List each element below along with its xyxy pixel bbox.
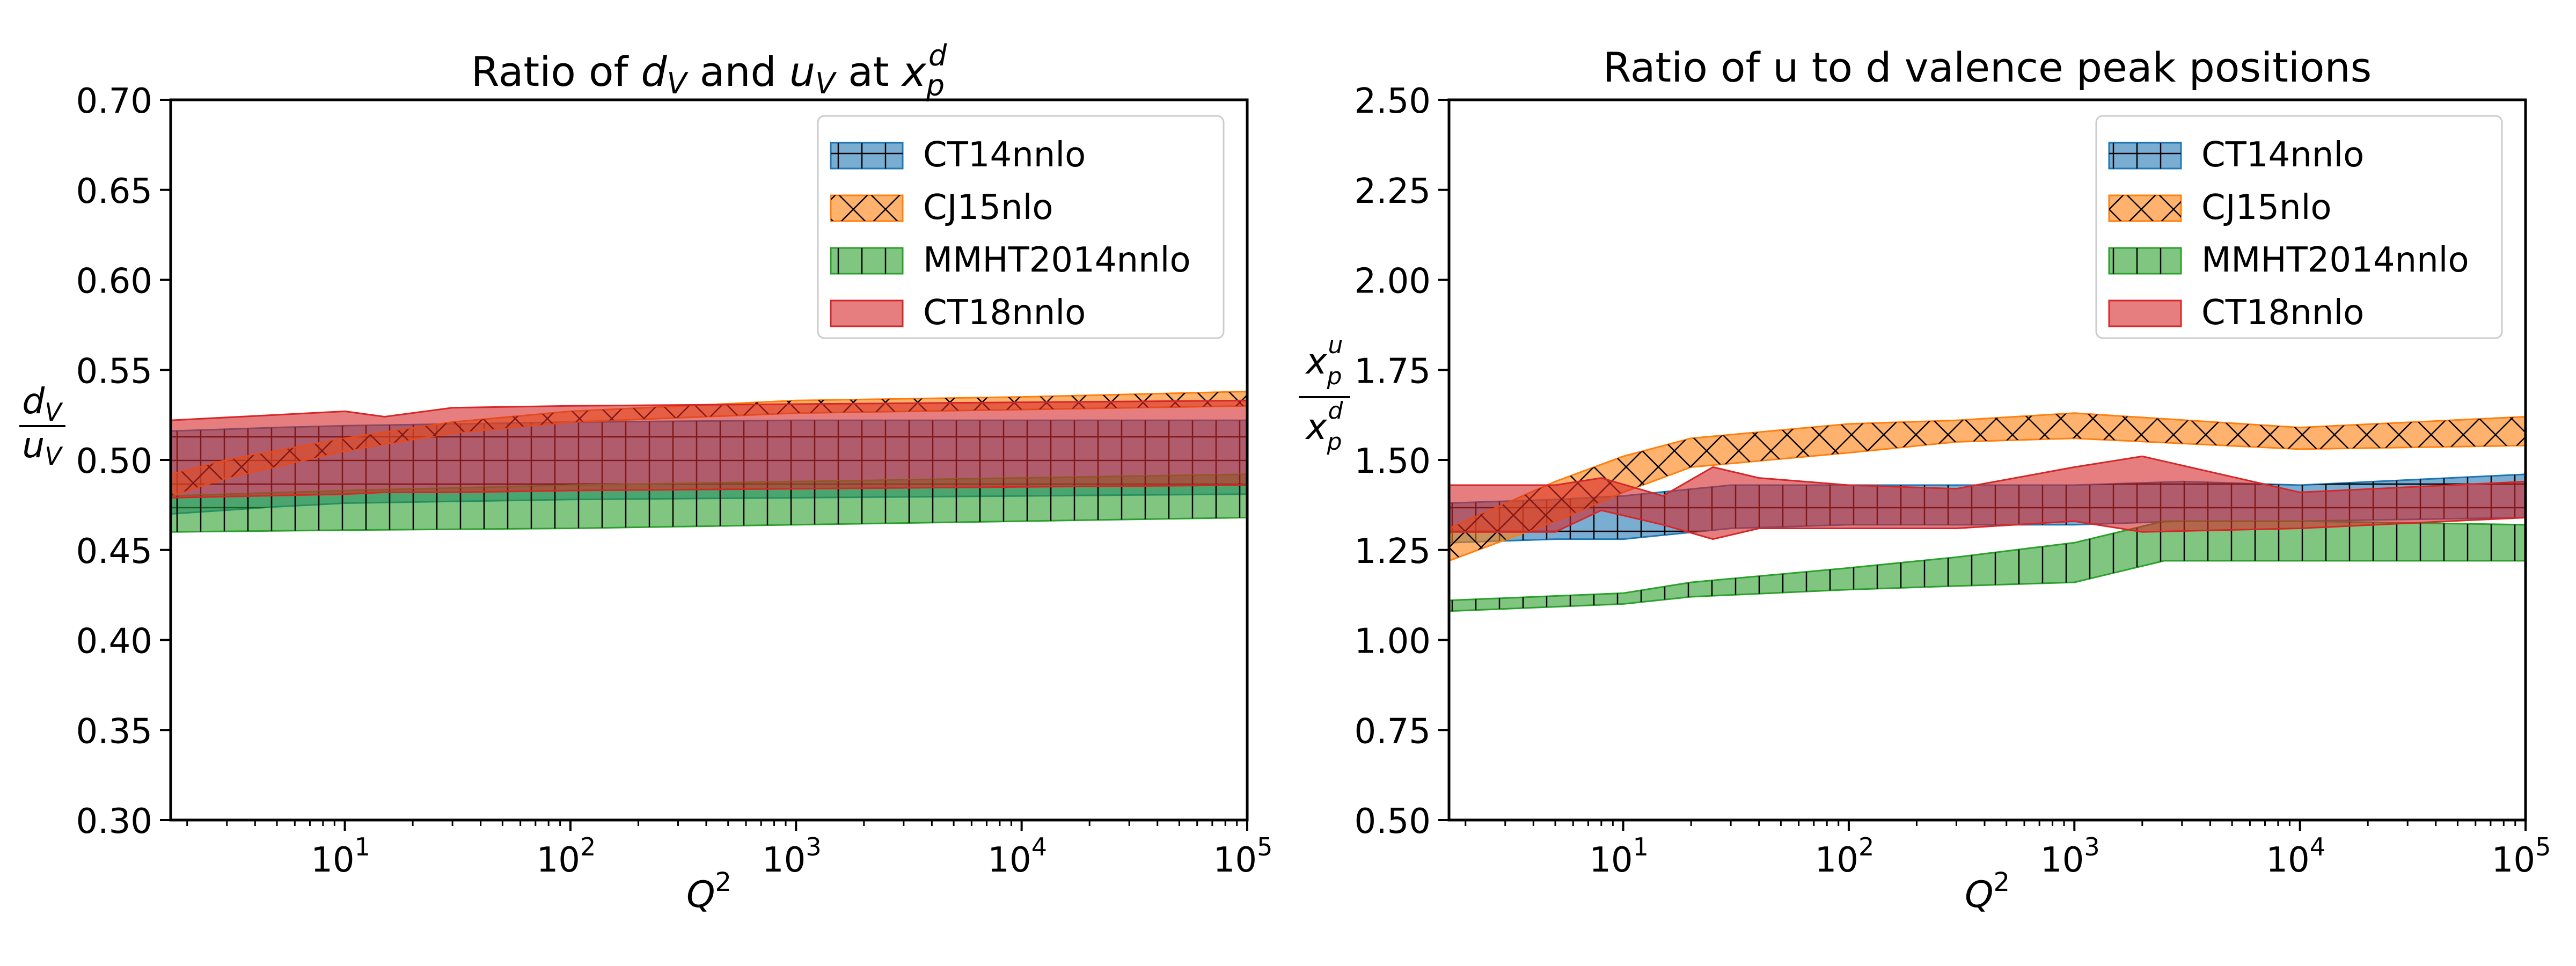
left-y-tick-label: 0.35: [76, 712, 153, 751]
left-y-tick-label: 0.50: [76, 442, 153, 481]
right-y-tick-label: 1.75: [1355, 352, 1431, 391]
right-x-tick-label: 104: [2266, 832, 2325, 880]
right-y-axis-label: xpu xpd: [1299, 332, 1350, 456]
right-legend-swatch-ct18nnlo: [2108, 299, 2182, 327]
left-legend-swatch-ct18nnlo: [830, 299, 904, 327]
left-y-tick-label: 0.60: [76, 262, 153, 302]
left-y-tick-label: 0.30: [76, 802, 153, 841]
right-band-hatch-cj15nlo: [1449, 413, 2526, 561]
right-band-hatch-mmht2014nnlo: [1449, 521, 2526, 611]
right-y-tick-label: 1.25: [1355, 532, 1431, 572]
left-legend: CT14nnlo CJ15nlo MMHT2014nnlo CT18nnlo: [817, 115, 1225, 339]
right-legend-hatch-cj15nlo: [2109, 195, 2181, 221]
right-legend: CT14nnlo CJ15nlo MMHT2014nnlo CT18nnlo: [2095, 115, 2503, 339]
left-y-axis-label: dV uV: [19, 380, 65, 471]
right-x-axis-label: Q2: [1965, 867, 2010, 916]
left-y-tick-label: 0.70: [76, 82, 153, 121]
left-x-tick-label: 104: [987, 832, 1047, 880]
left-x-tick-label: 105: [1213, 832, 1273, 880]
right-x-tick-label: 101: [1589, 832, 1649, 880]
left-x-tick-label: 102: [537, 832, 596, 880]
left-x-tick-label: 103: [762, 832, 822, 880]
left-legend-label-ct18nnlo: CT18nnlo: [923, 293, 1086, 333]
left-legend-hatch-cj15nlo: [831, 195, 903, 221]
left-y-tick-label: 0.45: [76, 532, 153, 572]
right-chart-panel: Ratio of u to d valence peak positions 0…: [1299, 43, 2551, 916]
right-legend-label-ct14nnlo: CT14nnlo: [2201, 135, 2364, 175]
right-legend-label-ct18nnlo: CT18nnlo: [2201, 293, 2364, 333]
right-chart-title: Ratio of u to d valence peak positions: [1603, 43, 2372, 91]
left-chart-panel: Ratio of dV and uV at xpd 0.30 0.35 0.40 0.…: [19, 39, 1272, 916]
left-legend-hatch-ct14nnlo: [831, 143, 903, 169]
right-y-tick-label: 0.50: [1355, 802, 1431, 841]
right-legend-label-mmht2014nnlo: MMHT2014nnlo: [2201, 240, 2469, 280]
right-band-ct18nnlo: [1449, 455, 2526, 540]
left-x-tick-label: 101: [311, 832, 370, 880]
left-legend-label-ct14nnlo: CT14nnlo: [923, 135, 1086, 175]
left-y-tick-label: 0.55: [76, 352, 153, 391]
left-y-tick-label: 0.65: [76, 172, 153, 211]
right-y-tick-label: 0.75: [1355, 712, 1431, 751]
right-y-tick-label: 2.25: [1355, 172, 1431, 211]
right-x-tick-label: 103: [2040, 832, 2100, 880]
right-legend-label-cj15nlo: CJ15nlo: [2201, 188, 2332, 228]
svg-text:dV: dV: [22, 380, 63, 427]
left-chart-title: Ratio of dV and uV at xpd: [471, 39, 947, 103]
right-y-tick-label: 1.00: [1355, 622, 1431, 662]
left-y-tick-label: 0.40: [76, 622, 153, 662]
left-band-ct18nnlo: [171, 399, 1247, 499]
right-x-tick-label: 105: [2492, 832, 2551, 880]
left-x-axis-label: Q2: [686, 867, 731, 916]
left-legend-label-cj15nlo: CJ15nlo: [923, 188, 1053, 228]
right-y-tick-label: 1.50: [1355, 442, 1431, 481]
right-legend-hatch-mmht2014nnlo: [2109, 248, 2181, 274]
right-x-tick-label: 102: [1815, 832, 1875, 880]
svg-text:xpu: xpu: [1305, 332, 1343, 390]
right-y-tick-label: 2.00: [1355, 262, 1431, 302]
right-y-tick-label: 2.50: [1355, 82, 1431, 121]
left-legend-label-mmht2014nnlo: MMHT2014nnlo: [923, 240, 1191, 280]
left-legend-hatch-mmht2014nnlo: [831, 248, 903, 274]
right-legend-hatch-ct14nnlo: [2109, 143, 2181, 169]
svg-text:uV: uV: [22, 425, 63, 471]
svg-text:xpd: xpd: [1305, 397, 1344, 456]
